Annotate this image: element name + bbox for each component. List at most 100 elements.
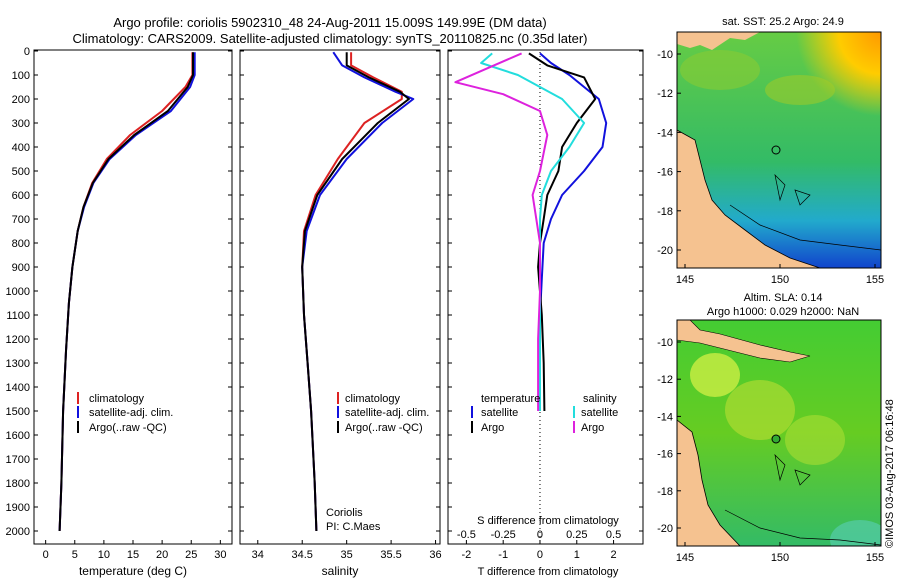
diff-t-tick-label: -1 (498, 549, 508, 561)
temp-tick-label: 10 (98, 549, 110, 561)
map-lat-tick-label: -20 (657, 523, 673, 535)
depth-tick-label: 1700 (6, 454, 30, 466)
sla-map-title2: Argo h1000: 0.029 h2000: NaN (707, 306, 859, 318)
diff-series-1 (528, 52, 597, 412)
map-lat-tick-label: -10 (657, 337, 673, 349)
sst-map-ticks: -10 -12 -14 -16 -18 -20 145 150 155 (657, 49, 884, 286)
diff-axis-ticks: -2 -1 0 1 2 -0.5 -0.25 0 0.25 0.5 (457, 529, 621, 561)
depth-tick-label: 1600 (6, 430, 30, 442)
depth-tick-label: 0 (24, 46, 30, 58)
map-lon-tick-label: 150 (771, 274, 789, 286)
temp-xlabel: temperature (deg C) (79, 564, 187, 578)
diff-t-tick-label: -2 (462, 549, 472, 561)
pi-note: PI: C.Maes (326, 521, 381, 533)
sal-xlabel: salinity (322, 564, 359, 578)
diff-panel-frame (447, 49, 644, 545)
temp-tick-label: 5 (72, 549, 78, 561)
depth-tick-label: 1500 (6, 406, 30, 418)
diff-s-tick-label: 0 (537, 529, 543, 541)
temp-profile-lines (58, 52, 196, 532)
title-line2: Climatology: CARS2009. Satellite-adjuste… (73, 31, 588, 46)
legend-t-argo: Argo (481, 422, 504, 434)
sla-isobath (724, 509, 881, 546)
map-lat-tick-label: -14 (657, 127, 673, 139)
sla-low (830, 520, 881, 546)
imos-credit: ©IMOS 03-Aug-2017 06:16:48 (884, 399, 896, 548)
temp-tick-label: 30 (214, 549, 226, 561)
map-lon-tick-label: 145 (676, 552, 694, 564)
land-png (677, 32, 760, 50)
diff-legend: temperature salinity satellite Argo sate… (471, 393, 618, 434)
legend-s-satellite: satellite (581, 407, 618, 419)
sal-legend: climatology satellite-adj. clim. Argo(..… (337, 392, 429, 434)
legend-satellite: satellite-adj. clim. (345, 407, 429, 419)
legend-climatology: climatology (345, 393, 401, 405)
argo-location-marker (771, 145, 781, 155)
diff-bottom-label: T difference from climatology (478, 566, 619, 578)
map-lat-tick-label: -16 (657, 167, 673, 179)
depth-tick-label: 700 (12, 214, 30, 226)
legend-s-argo: Argo (581, 422, 604, 434)
map-lat-tick-label: -12 (657, 88, 673, 100)
land-australia (677, 129, 821, 268)
temp-panel-frame (33, 49, 233, 545)
legend-climatology: climatology (89, 393, 145, 405)
map-lon-tick-label: 145 (676, 274, 694, 286)
temp-tick-label: 15 (127, 549, 139, 561)
sal-tick-label: 35 (341, 549, 353, 561)
sal-profile-lines (301, 51, 415, 532)
map-lon-tick-label: 155 (866, 552, 884, 564)
diff-s-tick-label: -0.25 (491, 529, 516, 541)
depth-tick-label: 900 (12, 262, 30, 274)
map-lat-tick-label: -10 (657, 49, 673, 61)
depth-tick-label: 1200 (6, 334, 30, 346)
map-lat-tick-label: -20 (657, 245, 673, 257)
coriolis-note: Coriolis (326, 507, 363, 519)
temp-tick-label: 20 (156, 549, 168, 561)
sla-reefs (774, 453, 811, 486)
depth-tick-label: 1300 (6, 358, 30, 370)
temp-legend: climatology satellite-adj. clim. Argo(..… (77, 392, 173, 434)
temp-axis-ticks: 0 5 10 15 20 25 30 (43, 540, 226, 561)
map-lat-tick-label: -14 (657, 411, 673, 423)
legend-satellite: satellite-adj. clim. (89, 407, 173, 419)
sst-reefs (774, 173, 811, 206)
sal-tick-label: 34 (252, 549, 264, 561)
legend-argo: Argo(..raw -QC) (345, 422, 423, 434)
diff-t-tick-label: 1 (574, 549, 580, 561)
land-australia (677, 419, 741, 546)
sal-tick-label: 36 (429, 549, 441, 561)
depth-tick-label: 2000 (6, 526, 30, 538)
depth-tick-label: 1100 (6, 310, 30, 322)
sal-tick-label: 35.5 (380, 549, 401, 561)
depth-tick-label: 1900 (6, 502, 30, 514)
depth-tick-label: 300 (12, 118, 30, 130)
sal-tick-label: 34.5 (292, 549, 313, 561)
temp-series-2 (58, 52, 194, 532)
legend-salinity-title: salinity (583, 393, 617, 405)
depth-tick-label: 500 (12, 166, 30, 178)
depth-tick-label: 200 (12, 94, 30, 106)
sla-high (690, 353, 740, 397)
sst-map (677, 32, 881, 268)
depth-tick-label: 100 (12, 70, 30, 82)
sal-panel-frame (239, 49, 441, 545)
diff-s-tick-label: 0.5 (606, 529, 621, 541)
sst-isobath (729, 204, 881, 251)
sst-map-title: sat. SST: 25.2 Argo: 24.9 (722, 16, 844, 28)
depth-axis: 0 100 200 300 400 500 600 700 800 900 1000 1100 1200… (6, 46, 643, 538)
temp-tick-label: 0 (43, 549, 49, 561)
sal-series-2 (301, 52, 410, 532)
legend-t-satellite: satellite (481, 407, 518, 419)
depth-tick-label: 800 (12, 238, 30, 250)
legend-temperature-title: temperature (481, 393, 540, 405)
title-line1: Argo profile: coriolis 5902310_48 24-Aug… (113, 15, 546, 30)
sla-map-frame (676, 319, 882, 547)
map-lat-tick-label: -12 (657, 374, 673, 386)
map-lat-tick-label: -18 (657, 206, 673, 218)
sla-high (785, 415, 845, 465)
sst-map-frame (676, 31, 882, 269)
diff-s-tick-label: -0.5 (457, 529, 476, 541)
argo-location-marker (771, 434, 781, 444)
sal-axis-ticks: 34 34.5 35 35.5 36 (252, 540, 442, 561)
